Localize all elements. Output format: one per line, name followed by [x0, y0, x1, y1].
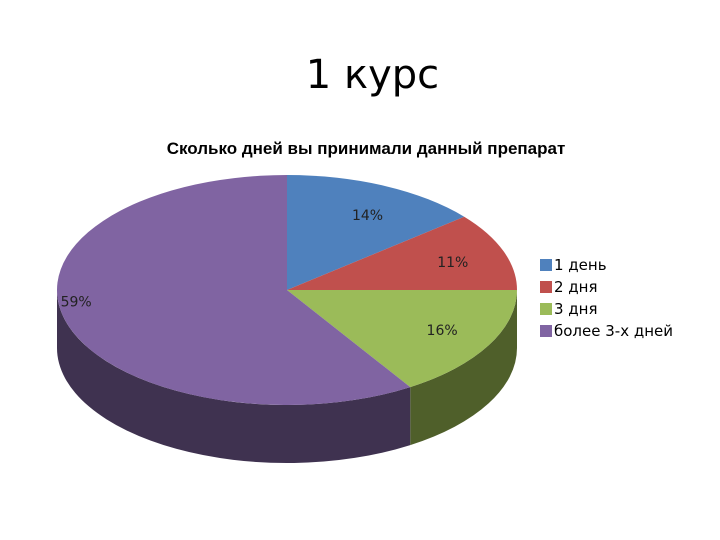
legend-item-3-days: 3 дня — [540, 298, 673, 320]
legend-label: 1 день — [554, 256, 607, 274]
chart-title: Сколько дней вы принимали данный препара… — [167, 139, 566, 158]
data-label-3-дня: 16% — [427, 323, 458, 339]
legend-item-more-than-3-days: более 3-х дней — [540, 320, 673, 342]
pie-slice-3-дня — [287, 290, 517, 388]
legend-swatch — [540, 281, 552, 293]
pie-slice-1-день — [287, 175, 465, 290]
data-label-1-день: 14% — [352, 208, 383, 224]
pie-slice-более-3-х-дней — [56, 175, 411, 405]
pie-side-более-3-х-дней — [57, 290, 411, 463]
data-label-2-дня: 11% — [437, 255, 468, 271]
pie-slice-2-дня — [287, 216, 517, 290]
slide-title: 1 курс — [305, 52, 440, 98]
legend-swatch — [540, 259, 552, 271]
legend-label: более 3-х дней — [554, 322, 673, 340]
data-label-более-3-х-дней: 59% — [61, 294, 92, 310]
chart-legend: 1 день 2 дня 3 дня более 3-х дней — [540, 254, 673, 342]
legend-swatch — [540, 303, 552, 315]
pie-side-3-дня — [410, 290, 517, 446]
legend-label: 2 дня — [554, 278, 598, 296]
legend-label: 3 дня — [554, 300, 598, 318]
legend-swatch — [540, 325, 552, 337]
legend-item-2-days: 2 дня — [540, 276, 673, 298]
legend-item-1-day: 1 день — [540, 254, 673, 276]
